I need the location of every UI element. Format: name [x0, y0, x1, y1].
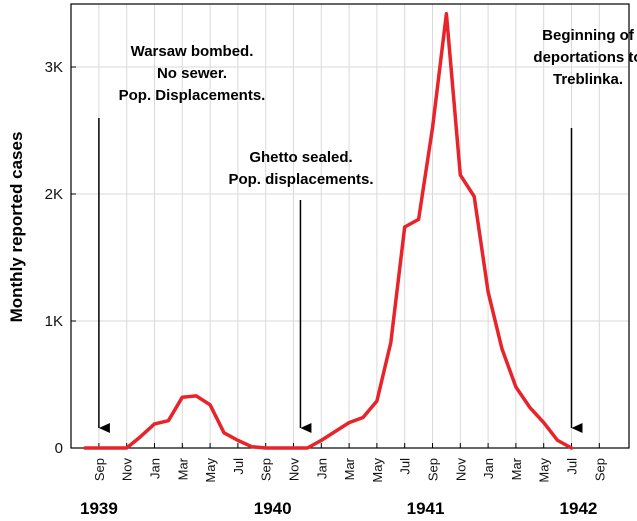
x-tick-label: Mar — [509, 457, 524, 480]
x-tick-label: May — [370, 458, 385, 483]
y-tick-label: 3K — [45, 59, 63, 76]
x-tick-labels: Sep Nov Jan Mar May Jul Sep Nov Jan Mar May Jul Sep N… — [92, 457, 607, 482]
annotation-line: No sewer. — [157, 65, 227, 82]
x-tick-label: Sep — [92, 458, 107, 481]
annotation-line: Ghetto sealed. — [249, 149, 352, 166]
annotation-line: Pop. displacements. — [228, 171, 373, 188]
x-tick-label: Jul — [398, 458, 413, 475]
y-tick-labels: 0 1K 2K 3K — [45, 59, 63, 457]
x-tick-label: Jul — [231, 458, 246, 475]
year-label: 1941 — [407, 499, 445, 518]
annotation-line: Warsaw bombed. — [131, 43, 254, 60]
year-label: 1942 — [560, 499, 598, 518]
y-tick-label: 0 — [55, 440, 63, 457]
x-tick-label: Sep — [592, 458, 607, 481]
plot-frame — [70, 3, 630, 449]
x-tick-label: Jan — [148, 458, 163, 479]
x-tick-label: Nov — [120, 458, 135, 482]
annotation: Warsaw bombed. No sewer. Pop. Displacement… — [98, 43, 266, 433]
series-line — [83, 11, 574, 450]
x-tick-label: Mar — [342, 457, 357, 480]
x-tick-label: Jan — [481, 458, 496, 479]
annotation: Ghetto sealed. Pop. displacements. — [228, 149, 374, 433]
x-tick-label: Jan — [314, 458, 329, 479]
series — [83, 11, 574, 450]
annotation-line: Beginning of — [542, 27, 635, 44]
x-tick-label: Sep — [259, 458, 274, 481]
annotation-line: deportations to — [533, 49, 637, 66]
grid — [71, 4, 629, 448]
x-tick-label: May — [203, 458, 218, 483]
x-tick-label: Jul — [565, 458, 580, 475]
year-label: 1940 — [254, 499, 292, 518]
annotation: Beginning of deportations to Treblinka. — [533, 27, 637, 433]
x-tick-label: Mar — [175, 457, 190, 480]
x-tick-label: Sep — [426, 458, 441, 481]
x-tick-label: Nov — [287, 458, 302, 482]
annotation-line: Treblinka. — [553, 71, 623, 88]
x-tick-label: May — [537, 458, 552, 483]
annotations: Warsaw bombed. No sewer. Pop. Displacement… — [98, 27, 637, 433]
year-label: 1939 — [80, 499, 118, 518]
y-tick-label: 1K — [45, 313, 63, 330]
annotation-line: Pop. Displacements. — [119, 87, 266, 104]
y-tick-label: 2K — [45, 186, 63, 203]
x-tick-label: Nov — [453, 458, 468, 482]
year-labels: 1939 1940 1941 1942 — [80, 499, 597, 518]
y-axis-label: Monthly reported cases — [7, 132, 26, 323]
